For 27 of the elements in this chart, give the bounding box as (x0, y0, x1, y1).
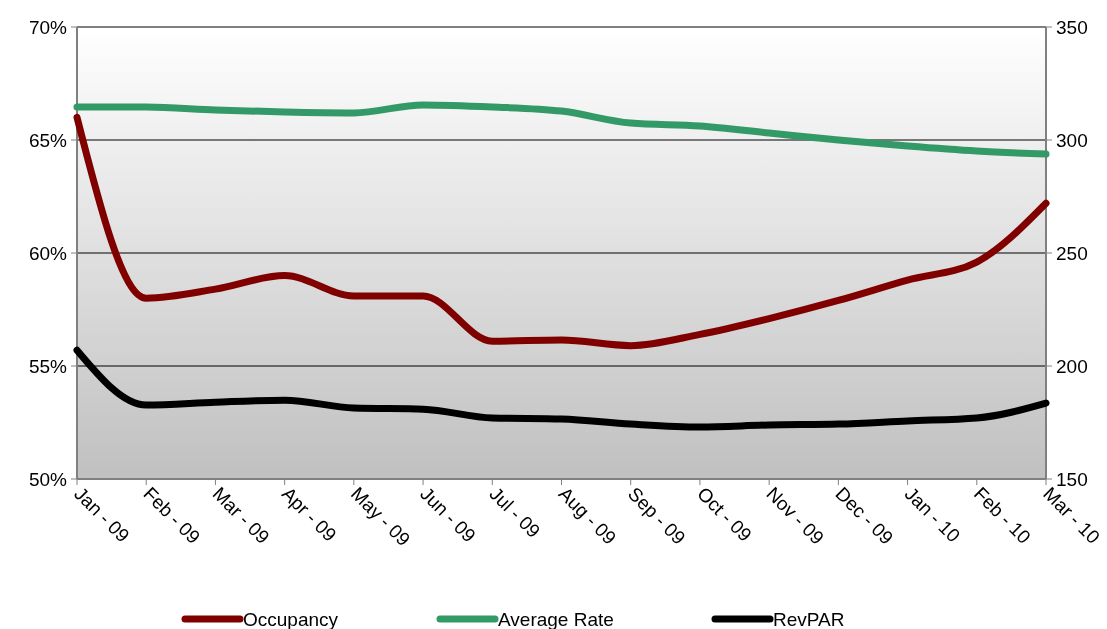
x-tick-label: Jan - 10 (900, 482, 965, 547)
legend-label: Average Rate (498, 608, 614, 629)
y-tick-label: 55% (28, 355, 68, 377)
legend-label: Occupancy (243, 608, 339, 629)
x-tick-label: Dec - 09 (831, 482, 898, 549)
y-tick-label: 65% (28, 129, 68, 151)
x-tick-label: Feb - 09 (139, 482, 205, 548)
x-tick-label: Mar - 09 (208, 482, 274, 548)
x-tick-label: Apr - 09 (277, 482, 341, 546)
y-tick-label: 70% (28, 16, 68, 38)
x-tick-label: Sep - 09 (623, 482, 690, 549)
y2-tick-label: 350 (1056, 16, 1088, 38)
x-tick-label: Oct - 09 (693, 482, 756, 546)
y-tick-label: 50% (28, 468, 68, 490)
y2-tick-label: 200 (1056, 355, 1088, 377)
x-tick-label: Jun - 09 (416, 482, 480, 547)
y-tick-label: 60% (28, 242, 68, 264)
y2-tick-label: 300 (1056, 129, 1088, 151)
x-tick-label: Jul - 09 (485, 482, 545, 542)
x-tick-label: May - 09 (347, 482, 415, 551)
legend-label: RevPAR (773, 608, 845, 629)
x-tick-label: Feb - 10 (969, 482, 1035, 548)
x-tick-label: Nov - 09 (762, 482, 828, 549)
x-tick-label: Aug - 09 (554, 482, 621, 549)
x-tick-label: Jan - 09 (70, 482, 134, 547)
y2-tick-label: 250 (1056, 242, 1088, 264)
y2-tick-label: 150 (1056, 468, 1088, 490)
